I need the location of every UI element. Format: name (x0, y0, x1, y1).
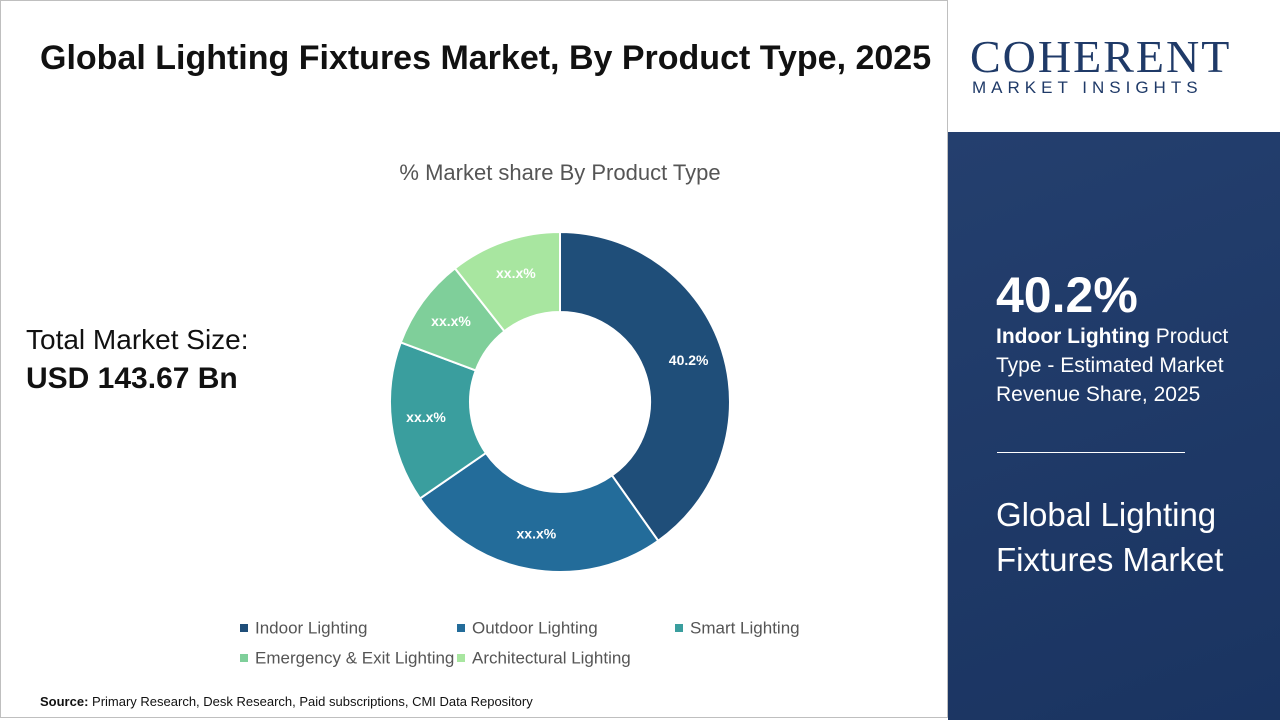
source-text: Primary Research, Desk Research, Paid su… (92, 694, 533, 709)
chart-subtitle: % Market share By Product Type (399, 160, 720, 185)
donut-slice (453, 230, 561, 333)
divider (997, 452, 1185, 453)
frame (0, 0, 948, 718)
source-label: Source: (40, 694, 89, 709)
logo-tagline: MARKET INSIGHTS (972, 78, 1203, 97)
side-panel: 40.2% Indoor Lighting Product Type - Est… (948, 132, 1280, 720)
highlight-text: Indoor Lighting Product Type - Estimated… (996, 322, 1256, 409)
donut-slice (418, 451, 660, 573)
donut-slice (559, 230, 731, 543)
panel-title: Global Lighting Fixtures Market (996, 496, 1224, 578)
legend-label: Architectural Lighting (472, 648, 631, 667)
value-label: xx.x% (431, 313, 471, 329)
legend-swatch (457, 654, 465, 662)
total-label: Total Market Size: (26, 324, 249, 355)
legend-label: Emergency & Exit Lighting (255, 648, 454, 667)
legend-swatch (240, 654, 248, 662)
legend-label: Outdoor Lighting (472, 618, 598, 637)
legend-swatch (675, 624, 683, 632)
legend-label: Smart Lighting (690, 618, 800, 637)
legend-swatch (457, 624, 465, 632)
highlight-category: Indoor Lighting (996, 325, 1150, 348)
logo: COHERENT MARKET INSIGHTS (948, 0, 1280, 132)
legend-swatch (240, 624, 248, 632)
value-label: xx.x% (496, 265, 536, 281)
total-value: USD 143.67 Bn (26, 362, 238, 395)
title: Global Lighting Fixtures Market, By Prod… (40, 39, 932, 77)
legend-label: Indoor Lighting (255, 618, 367, 637)
chart: % Market share By Product Type 40.2% xx.x… (240, 160, 800, 667)
value-label: xx.x% (406, 409, 446, 425)
source: Source: Primary Research, Desk Research,… (40, 694, 533, 709)
donut-slice (389, 341, 488, 500)
highlight-description: Product Type - Estimated Market Revenue … (996, 325, 1229, 406)
logo-name: COHERENT (970, 31, 1232, 82)
highlight-value: 40.2% (996, 267, 1138, 323)
value-label: 40.2% (669, 352, 709, 368)
value-label: xx.x% (517, 526, 557, 542)
